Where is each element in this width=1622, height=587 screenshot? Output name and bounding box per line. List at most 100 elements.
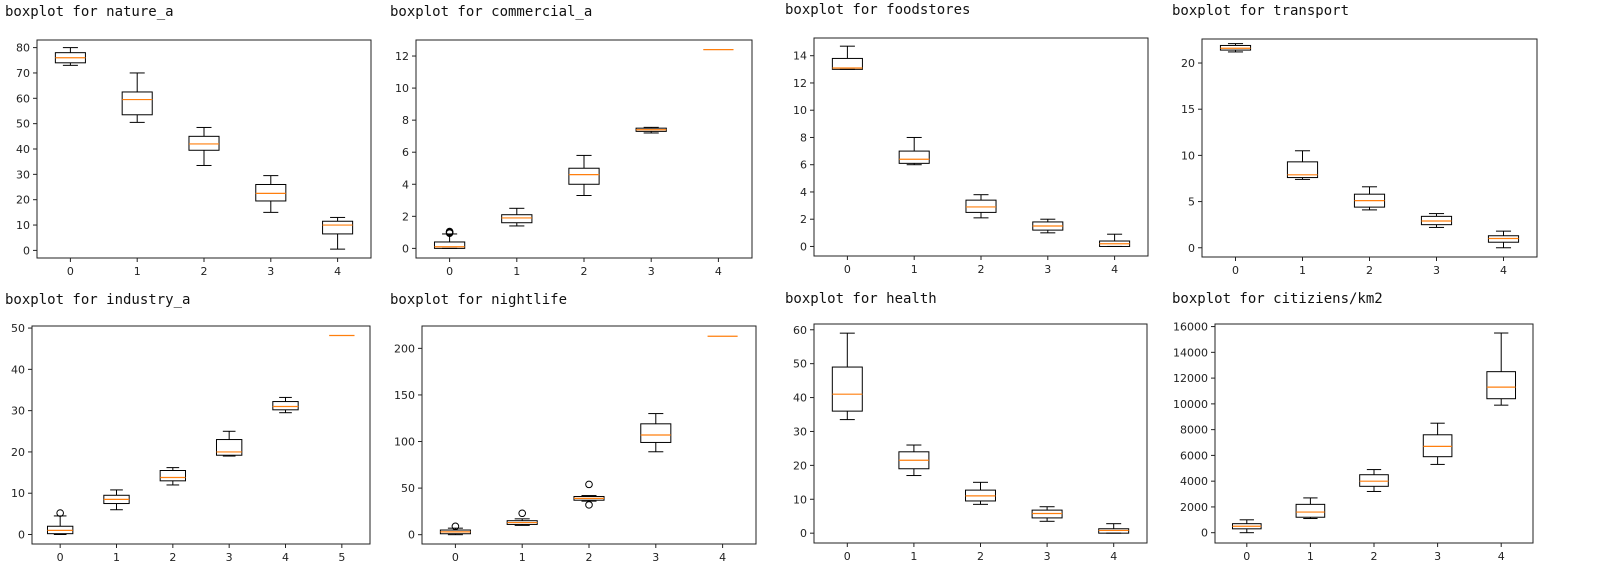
box-1: [501, 207, 533, 227]
x-tick-label: 2: [581, 265, 588, 278]
y-tick-label: 20: [16, 194, 30, 207]
box-body: [1422, 434, 1453, 458]
box-0: [831, 332, 863, 421]
box-body: [898, 451, 930, 470]
x-tick-label: 0: [452, 551, 459, 564]
y-tick-label: 0: [800, 240, 807, 253]
y-tick-label: 12000: [1173, 372, 1208, 385]
x-tick-label: 3: [267, 265, 274, 278]
y-tick-label: 10: [395, 82, 409, 95]
box-3: [635, 126, 667, 134]
box-1: [898, 136, 930, 166]
box-body: [501, 214, 533, 224]
y-tick-label: 5: [1188, 196, 1195, 209]
plot-frame: [1214, 323, 1534, 544]
box-body: [831, 366, 863, 412]
x-tick-label: 1: [910, 550, 917, 563]
box-4: [1099, 233, 1131, 247]
x-tick-label: 1: [1307, 550, 1314, 563]
x-tick-label: 3: [1434, 550, 1441, 563]
box-body: [272, 401, 299, 411]
x-tick-label: 4: [334, 265, 341, 278]
chart-title: boxplot for health: [785, 291, 937, 307]
x-tick-label: 2: [169, 551, 176, 564]
y-tick-label: 10: [793, 104, 807, 117]
box-4: [272, 396, 299, 414]
box-0: [831, 45, 863, 70]
y-tick-label: 14: [793, 50, 807, 63]
outlier-point: [518, 509, 526, 518]
box-4: [1487, 230, 1520, 249]
box-body: [188, 135, 220, 151]
y-tick-label: 30: [793, 425, 807, 438]
chart-plot: 0 10 20 30 40 50 60 70 80 0 1 2 3 4: [16, 39, 372, 278]
plot-frame: [1201, 38, 1538, 258]
box-2: [965, 194, 997, 219]
chart-title: boxplot for industry_a: [5, 292, 191, 308]
x-tick-label: 4: [715, 265, 722, 278]
x-tick-label: 3: [1044, 550, 1051, 563]
box-4: [322, 216, 354, 250]
chart-plot: 0 2000 4000 6000 8000 10000 12000 14000 16000 0 1 2…: [1173, 321, 1534, 563]
x-tick-label: 2: [586, 551, 593, 564]
box-body: [121, 91, 153, 116]
box-1: [121, 72, 153, 123]
box-1: [898, 444, 930, 477]
plot-frame: [36, 39, 372, 259]
plot-frame: [813, 37, 1149, 257]
outlier-point: [585, 501, 593, 509]
y-tick-label: 6000: [1180, 449, 1208, 462]
x-tick-label: 1: [1299, 264, 1306, 277]
box-3: [640, 413, 672, 453]
outlier-point: [585, 480, 593, 489]
x-tick-label: 4: [1110, 550, 1117, 563]
y-tick-label: 14000: [1173, 346, 1208, 359]
y-tick-label: 0: [1201, 527, 1208, 540]
x-tick-label: 3: [1044, 263, 1051, 276]
y-tick-label: 100: [394, 436, 415, 449]
box-body: [215, 439, 243, 456]
x-tick-label: 0: [1232, 264, 1239, 277]
outlier-point: [56, 509, 64, 517]
y-tick-label: 2: [800, 213, 807, 226]
y-tick-label: 60: [793, 324, 807, 337]
chart-title: boxplot for nature_a: [5, 4, 174, 20]
y-tick-label: 20: [793, 459, 807, 472]
x-tick-label: 4: [1500, 264, 1507, 277]
x-tick-label: 2: [977, 550, 984, 563]
x-tick-label: 0: [446, 265, 453, 278]
box-2: [965, 481, 996, 505]
y-tick-label: 8000: [1180, 424, 1208, 437]
box-2: [1359, 469, 1389, 492]
y-tick-label: 0: [800, 527, 807, 540]
x-tick-label: 4: [282, 551, 289, 564]
y-tick-label: 40: [11, 363, 25, 376]
chart-title: boxplot for foodstores: [785, 2, 971, 18]
box-0: [1231, 519, 1262, 534]
y-tick-label: 80: [16, 42, 30, 55]
x-tick-label: 0: [67, 265, 74, 278]
x-tick-label: 1: [519, 551, 526, 564]
y-tick-label: 0: [1188, 242, 1195, 255]
y-tick-label: 10: [16, 219, 30, 232]
plot-frame: [421, 325, 757, 545]
box-2: [1353, 186, 1386, 211]
box-body: [568, 167, 600, 185]
box-body: [965, 199, 997, 213]
box-2: [573, 480, 605, 509]
y-tick-label: 200: [394, 342, 415, 355]
y-tick-label: 0: [408, 529, 415, 542]
box-body: [255, 183, 287, 202]
plot-frame: [415, 39, 753, 259]
y-tick-label: 10: [1181, 149, 1195, 162]
x-tick-label: 0: [57, 551, 64, 564]
x-tick-label: 4: [1498, 550, 1505, 563]
y-tick-label: 50: [793, 358, 807, 371]
y-tick-label: 6: [800, 159, 807, 172]
y-tick-label: 12: [395, 50, 409, 63]
x-tick-label: 2: [1366, 264, 1373, 277]
x-tick-label: 2: [978, 263, 985, 276]
chart-title: boxplot for commercial_a: [390, 4, 593, 20]
y-tick-label: 20: [1181, 57, 1195, 70]
